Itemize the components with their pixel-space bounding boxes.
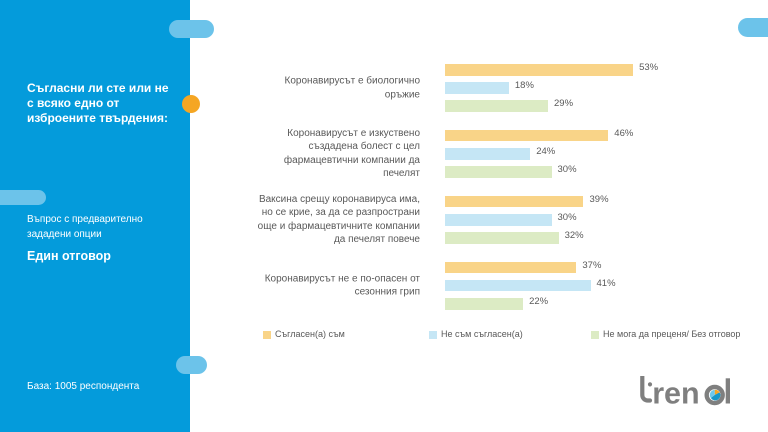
svg-text:ren: ren <box>652 376 699 408</box>
